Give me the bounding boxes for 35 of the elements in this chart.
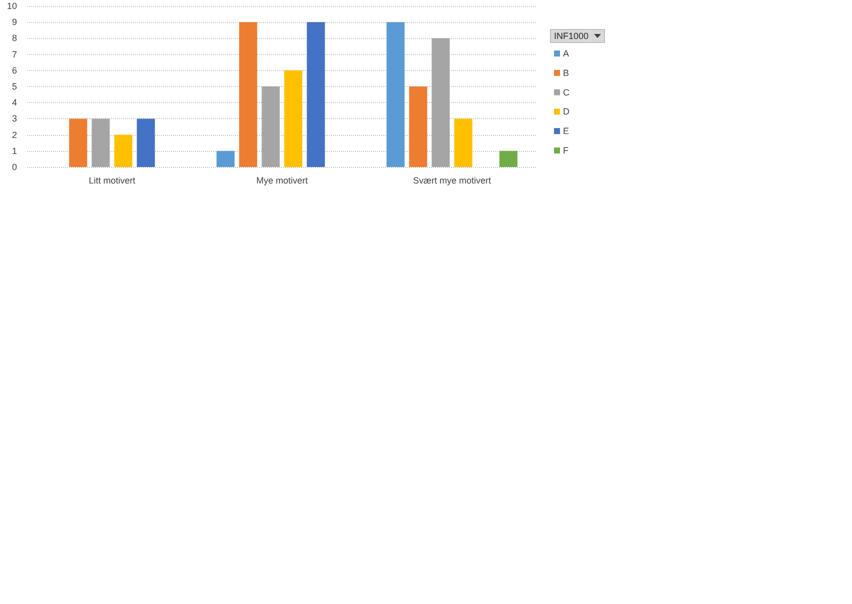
y-tick-label: 5	[12, 82, 17, 92]
legend-label: A	[563, 48, 570, 58]
bar	[454, 118, 472, 167]
legend-label: D	[563, 106, 570, 117]
bar	[432, 38, 450, 167]
legend-title: INF1000	[554, 31, 589, 41]
bar	[306, 22, 325, 167]
y-tick-label: 3	[12, 114, 17, 124]
y-tick-label: 4	[12, 98, 17, 108]
bar	[386, 22, 405, 167]
bar	[92, 118, 110, 167]
y-tick-label: 6	[12, 65, 17, 76]
y-tick-label: 0	[12, 162, 17, 172]
bar	[136, 118, 155, 167]
bar	[409, 86, 428, 167]
bar	[284, 70, 302, 167]
legend-label: E	[563, 126, 570, 136]
bar	[262, 86, 280, 167]
bar	[239, 22, 258, 167]
y-tick-label: 2	[12, 130, 17, 140]
bar	[499, 150, 518, 167]
y-tick-label: 10	[6, 1, 17, 11]
bar	[114, 134, 132, 167]
bar	[69, 118, 88, 167]
y-tick-label: 1	[12, 146, 17, 156]
y-tick-label: 7	[12, 49, 17, 60]
legend-label: C	[563, 87, 570, 98]
x-tick-label: Litt motivert	[88, 176, 136, 186]
x-tick-label: Svært mye motivert	[412, 176, 492, 186]
y-tick-label: 8	[12, 33, 17, 44]
legend-label: B	[563, 68, 570, 78]
x-tick-label: Mye motivert	[256, 176, 308, 186]
y-tick-label: 9	[12, 17, 17, 28]
legend-label: F	[563, 146, 569, 156]
bar	[216, 150, 235, 167]
